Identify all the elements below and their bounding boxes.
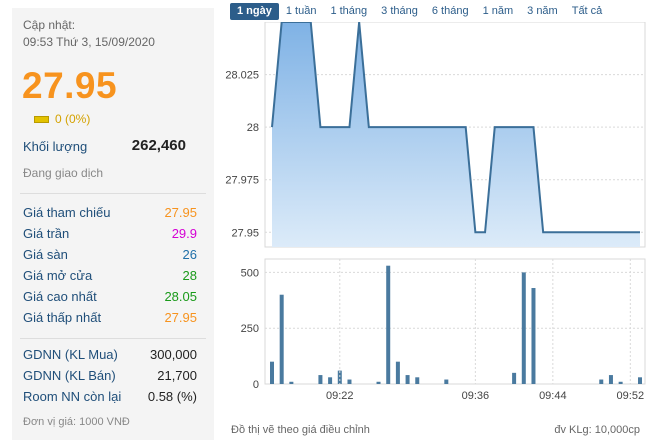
tab-1-tháng[interactable]: 1 tháng: [330, 5, 368, 17]
price-y-tick-label: 27.95: [231, 227, 259, 239]
volume-bar: [444, 379, 449, 384]
stat-value: 21,700: [157, 368, 197, 383]
volume-bar: [521, 272, 526, 384]
volume-bar: [608, 375, 613, 384]
volume-bar: [279, 294, 284, 384]
current-price: 27.95: [22, 65, 118, 106]
price-area: [272, 22, 640, 247]
volume-bar: [386, 265, 391, 384]
volume-unit-note: đv KLg: 10,000cp: [554, 424, 640, 436]
volume-value: 262,460: [131, 137, 186, 154]
time-x-tick-label: 09:22: [326, 390, 354, 402]
stat-label: Giá trần: [23, 226, 70, 241]
divider: [20, 193, 206, 194]
volume-bar: [415, 377, 420, 384]
tab-1-năm[interactable]: 1 năm: [482, 5, 514, 17]
stat-row: Giá cao nhất 28.05: [23, 289, 197, 304]
stat-row: Giá thấp nhất 27.95: [23, 310, 197, 325]
stat-row: Giá mở cửa 28: [23, 268, 197, 283]
stat-label: Giá tham chiếu: [23, 205, 111, 220]
stat-label: GDNN (KL Bán): [23, 368, 116, 383]
volume-y-tick-label: 250: [241, 323, 259, 335]
stat-label: Giá mở cửa: [23, 268, 93, 283]
volume-bar: [599, 379, 604, 384]
quote-summary-panel: Cập nhật: 09:53 Thứ 3, 15/09/2020 27.95 …: [12, 8, 214, 440]
price-y-tick-label: 27.975: [225, 175, 259, 187]
volume-bar: [512, 372, 517, 384]
stat-label: Giá cao nhất: [23, 289, 97, 304]
price-y-tick-label: 28.025: [225, 70, 259, 82]
stat-row: Room NN còn lại 0.58 (%): [23, 389, 197, 404]
stat-row: Giá sàn 26: [23, 247, 197, 262]
volume-bar: [318, 375, 323, 384]
stat-value: 300,000: [150, 347, 197, 362]
time-x-tick-label: 09:52: [617, 390, 645, 402]
price-unit-note: Đơn vị giá: 1000 VNĐ: [23, 416, 130, 428]
tab-3-năm[interactable]: 3 năm: [527, 5, 558, 17]
tab-Tất-cả[interactable]: Tất cả: [571, 5, 603, 17]
update-label: Cập nhật:: [23, 18, 76, 32]
stat-value: 26: [182, 247, 197, 262]
stat-value: 27.95: [164, 310, 197, 325]
price-change-value: 0 (0%): [55, 112, 91, 126]
tab-3-tháng[interactable]: 3 tháng: [381, 5, 418, 17]
volume-bar: [328, 377, 333, 384]
stat-value: 27.95: [164, 205, 197, 220]
volume-bar: [395, 361, 400, 384]
update-time: 09:53 Thứ 3, 15/09/2020: [23, 35, 155, 49]
stat-value: 28.05: [164, 289, 197, 304]
volume-bar: [531, 288, 536, 384]
volume-y-tick-label: 0: [253, 379, 259, 391]
volume-chart-frame: [264, 258, 646, 385]
time-x-tick-label: 09:36: [462, 390, 490, 402]
volume-bar: [289, 381, 294, 384]
stat-value: 28: [182, 268, 197, 283]
volume-y-tick-label: 500: [241, 267, 259, 279]
time-x-tick-label: 09:44: [539, 390, 567, 402]
volume-bar: [638, 377, 642, 384]
volume-bar: [618, 381, 623, 384]
price-y-tick-label: 28: [247, 122, 259, 134]
volume-bar: [337, 370, 342, 384]
chart-canvas: 28.025 28 27.975 27.95 500 250 0 09:22 09:36 09:4…: [225, 21, 646, 402]
stat-row: GDNN (KL Mua) 300,000: [23, 347, 197, 362]
stat-row: Giá trần 29.9: [23, 226, 197, 241]
volume-bar: [347, 379, 352, 384]
stat-row: GDNN (KL Bán) 21,700: [23, 368, 197, 383]
stat-row: Giá tham chiếu 27.95: [23, 205, 197, 220]
volume-label: Khối lượng: [23, 139, 88, 154]
timeframe-tabs: 1 ngày 1 tuần 1 tháng 3 tháng 6 tháng 1 năm 3 …: [230, 3, 609, 20]
stat-value: 0.58 (%): [147, 389, 197, 404]
divider: [20, 338, 206, 339]
tab-1-ngày[interactable]: 1 ngày: [230, 3, 279, 20]
stat-label: Giá sàn: [23, 247, 68, 262]
intraday-charts: 28.025 28 27.975 27.95 500 250 0 09:22 09:36 09:4…: [215, 21, 664, 448]
stat-value: 29.9: [171, 226, 197, 241]
volume-bar: [270, 361, 274, 384]
stat-label: Room NN còn lại: [23, 389, 122, 404]
trading-status: Đang giao dịch: [23, 166, 104, 180]
chart-footnote: Đồ thị vẽ theo giá điều chỉnh: [231, 424, 370, 436]
stat-label: GDNN (KL Mua): [23, 347, 118, 362]
price-change: 0 (0%): [34, 112, 90, 126]
stat-label: Giá thấp nhất: [23, 310, 102, 325]
volume-bar: [405, 375, 410, 384]
tab-1-tuần[interactable]: 1 tuần: [285, 5, 317, 17]
unchanged-icon: [34, 115, 49, 123]
volume-bar: [376, 381, 381, 384]
tab-6-tháng[interactable]: 6 tháng: [431, 5, 469, 17]
